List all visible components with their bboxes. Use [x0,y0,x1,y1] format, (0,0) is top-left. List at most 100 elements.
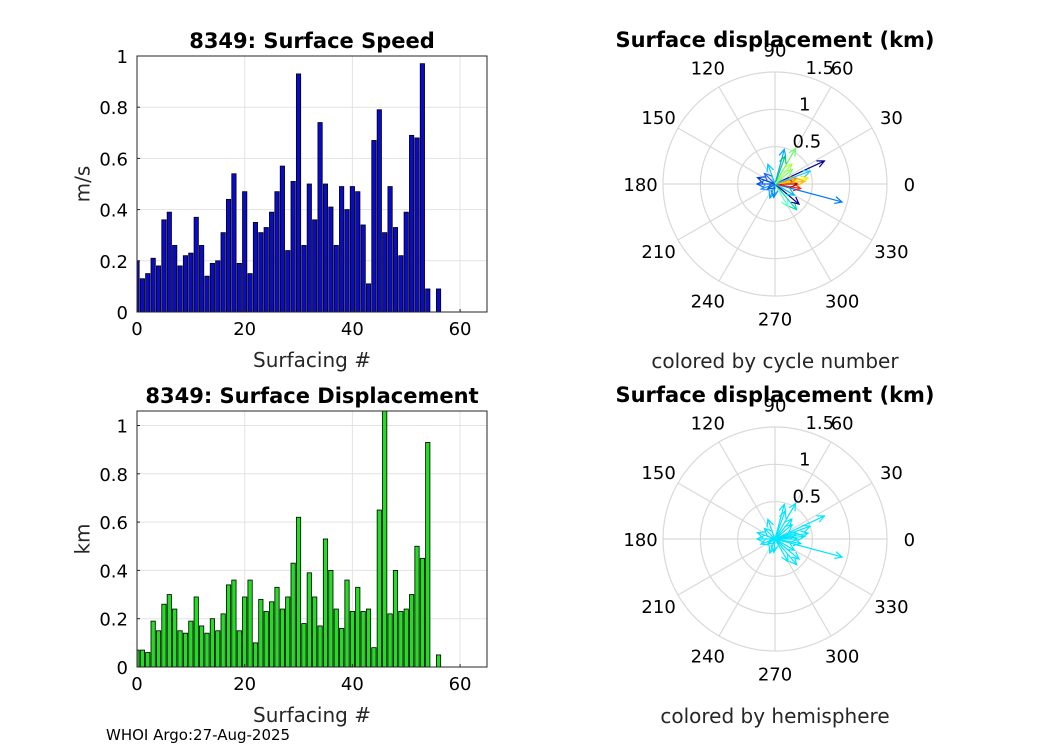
bar [172,608,178,668]
bar [182,255,189,313]
theta-label: 30 [880,463,903,484]
polar-hemisphere-chart: 0 30 60 90 120 150 180 210 240 270 300 330 0.5 1 1.5 Su… [615,383,934,728]
vector-arrowhead [766,536,776,545]
theta-label: 120 [691,414,725,435]
theta-label: 0 [904,530,915,551]
displacement-vector [774,503,797,540]
displacement-vector [774,183,789,207]
bar [376,109,382,313]
vector-arrowhead [786,188,796,196]
axes-box [136,55,488,313]
displacement-vector [767,538,776,545]
bar [403,608,409,668]
polar-ring [699,108,851,260]
x-tick-label: 60 [449,319,472,340]
bar [225,198,232,313]
bar [172,245,178,313]
polar-spoke [718,441,776,540]
y-tick-label: 0.2 [99,252,128,273]
polar-spoke [718,538,776,637]
bar [312,596,318,668]
bar [317,122,323,313]
polar-spoke [677,183,776,241]
bar [306,572,312,668]
bar [290,562,296,668]
y-tick-label: 0.8 [99,98,128,119]
theta-label: 150 [641,108,675,129]
vector-arrowhead [763,527,773,537]
displacement-vector [774,504,785,540]
r-tick-label: 0.5 [793,486,822,507]
r-tick-label: 1 [799,95,810,116]
displacement-vector [774,160,825,185]
bar [328,569,334,668]
bar [150,257,156,313]
bar [215,260,221,313]
displacement-vector [774,170,811,185]
displacement-vector [774,149,785,185]
displacement-vector [774,535,805,540]
bar [193,216,199,313]
displacement-vector [757,532,776,540]
bar [376,509,382,668]
bar [425,288,431,313]
y-tick-label: 0.2 [99,610,128,631]
displacement-vector [769,538,776,554]
displacement-vector [764,528,776,540]
vector-arrowhead [784,162,793,172]
bar [247,579,253,668]
y-axis-label: m/s [71,166,95,203]
vector-arrowhead [834,196,844,205]
bar [236,262,242,313]
vector-arrowhead [789,556,798,566]
theta-label: 270 [758,309,792,330]
x-tick-label: 20 [233,319,256,340]
bar [322,538,329,668]
vector-arrowhead [784,517,793,527]
bar [295,516,302,668]
x-tick-label: 40 [341,319,364,340]
bar [279,608,285,668]
y-axis-label: km [71,523,95,554]
bar [333,608,339,668]
bar [312,219,318,313]
displacement-vector [760,538,776,545]
theta-label: 270 [758,664,792,685]
bar [166,594,172,668]
bar [209,262,215,313]
polar-title: Surface displacement (km) [615,28,934,52]
displacement-vector [773,538,776,553]
displacement-vector [774,183,798,211]
bar [274,191,280,313]
bar [258,232,264,313]
bar [155,265,162,313]
displacement-vector [774,538,795,551]
bar [349,186,355,313]
polar-ring [662,426,888,652]
footer-credit: WHOI Argo:27-Aug-2025 [106,726,291,744]
bar [328,206,334,313]
theta-label: 30 [880,108,903,129]
y-tick-label: 0 [117,658,128,679]
y-tick-label: 0.6 [99,513,128,534]
bar [409,594,415,668]
displacement-vector [757,177,776,185]
vector-arrowhead [816,515,826,523]
theta-label: 150 [641,463,675,484]
vector-arrowhead [781,198,789,208]
bar [182,632,189,668]
vector-arrowhead [784,523,794,533]
theta-label: 210 [641,242,675,263]
r-tick-label: 1.5 [805,413,834,434]
vector-arrowhead [834,551,844,560]
bar [301,245,307,313]
bar [188,252,194,313]
vector-arrowhead [797,532,807,542]
bar [193,596,199,668]
vector-arrowhead [791,551,801,561]
vector-arrowhead [802,524,812,533]
theta-label: 300 [825,646,859,667]
displacement-vector [774,538,798,566]
bar [252,221,259,313]
